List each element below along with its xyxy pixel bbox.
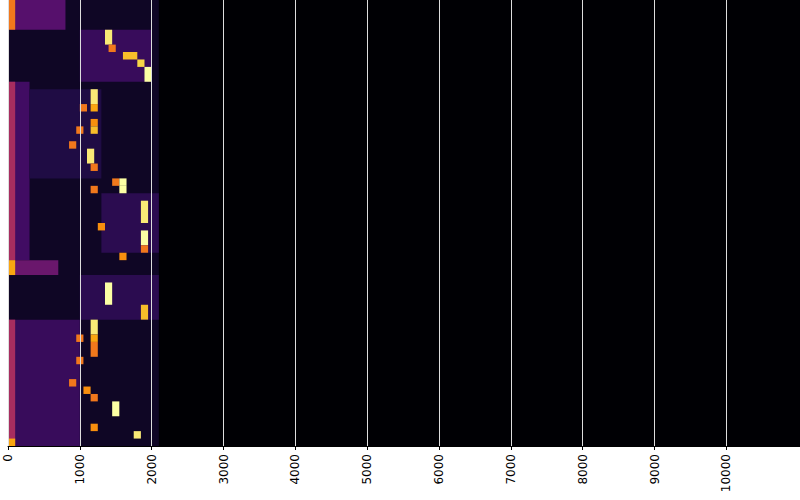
svg-text:5000: 5000 [360, 454, 374, 485]
svg-text:7000: 7000 [504, 454, 518, 485]
svg-text:0: 0 [1, 454, 15, 462]
svg-text:2000: 2000 [145, 454, 159, 485]
svg-text:10000: 10000 [719, 454, 733, 492]
svg-text:6000: 6000 [432, 454, 446, 485]
svg-text:9000: 9000 [648, 454, 662, 485]
svg-text:1000: 1000 [73, 454, 87, 485]
svg-text:8000: 8000 [576, 454, 590, 485]
svg-text:4000: 4000 [288, 454, 302, 485]
svg-text:3000: 3000 [217, 454, 231, 485]
